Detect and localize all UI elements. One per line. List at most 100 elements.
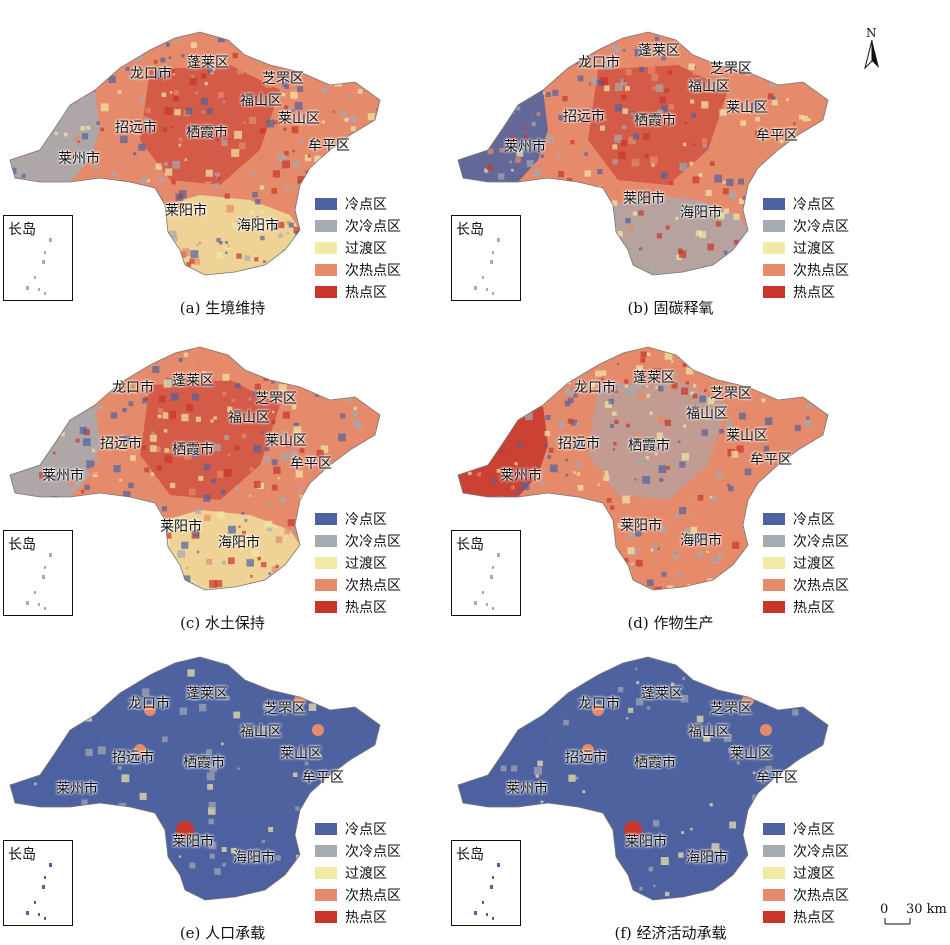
- map-cell: [22, 393, 27, 398]
- map-cell: [106, 519, 113, 525]
- map-cell: [344, 33, 352, 41]
- map-cell: [802, 115, 808, 122]
- map-cell: [328, 500, 335, 507]
- panel-caption: (a) 生境维持: [179, 299, 266, 317]
- map-cell: [107, 351, 112, 356]
- map-cell: [567, 397, 574, 404]
- map-cell: [280, 58, 285, 62]
- map-cell: [726, 178, 734, 187]
- map-cell: [751, 193, 755, 197]
- map-cell: [284, 528, 290, 535]
- map-cell: [764, 417, 773, 425]
- legend-label: 过渡区: [345, 866, 387, 882]
- map-cell: [655, 219, 661, 225]
- map-cell: [292, 405, 297, 410]
- map-cell: [667, 585, 674, 590]
- map-cell: [282, 92, 286, 97]
- map-cell: [757, 495, 760, 498]
- map-cell: [693, 143, 696, 146]
- map-cell: [295, 255, 303, 263]
- map-cell: [569, 539, 575, 545]
- map-cell: [280, 497, 286, 503]
- map-cell: [679, 250, 687, 258]
- map-cell: [178, 137, 183, 142]
- map-cell: [204, 82, 208, 86]
- map-cell: [254, 257, 259, 262]
- map-cell: [97, 405, 104, 412]
- map-cell: [813, 370, 820, 377]
- map-cell: [26, 369, 30, 374]
- map-cell: [151, 431, 155, 435]
- map-cell: [55, 358, 63, 366]
- map-cell: [51, 196, 55, 199]
- map-cell: [97, 194, 105, 202]
- map-cell: [197, 362, 205, 370]
- map-cell: [145, 107, 151, 113]
- map-cell: [143, 508, 149, 514]
- map-cell: [664, 352, 673, 360]
- city-label-laishan: 莱山区: [265, 433, 307, 449]
- island-shapes: [474, 863, 500, 920]
- map-cell: [662, 475, 666, 479]
- city-label-haiyang: 海阳市: [680, 205, 722, 221]
- map-cell: [64, 471, 67, 474]
- map-cell: [304, 50, 309, 55]
- map-cell: [79, 582, 85, 588]
- map-cell: [667, 258, 673, 264]
- map-cell: [29, 440, 37, 448]
- map-cell: [814, 71, 823, 79]
- map-cell: [613, 442, 617, 446]
- map-cell: [104, 158, 110, 164]
- map-cell: [127, 75, 132, 80]
- map-cell: [171, 393, 179, 401]
- map-cell: [172, 587, 179, 590]
- map-cell: [262, 509, 269, 515]
- map-cell: [147, 179, 150, 183]
- map-cell: [219, 241, 223, 245]
- map-cell: [124, 231, 129, 236]
- map-cell: [94, 205, 97, 209]
- map-cell: [682, 142, 687, 147]
- map-cell: [827, 142, 828, 149]
- map-cell: [74, 135, 81, 143]
- legend: 冷点区 次冷点区 过渡区 次热点区 热点区: [763, 818, 849, 928]
- map-cell: [87, 682, 93, 688]
- map-cell: [96, 274, 100, 275]
- map-cell: [692, 176, 700, 184]
- map-cell: [549, 570, 554, 575]
- map-cell: [129, 47, 134, 52]
- map-cell: [308, 248, 315, 255]
- map-cell: [204, 181, 212, 188]
- map-cell: [311, 473, 316, 477]
- map-cell: [779, 139, 784, 144]
- map-cell: [495, 195, 503, 203]
- map-cell: [654, 586, 662, 590]
- map-cell: [679, 461, 686, 468]
- map-cell: [208, 807, 216, 815]
- legend-item: 热点区: [763, 596, 849, 618]
- map-cell: [141, 688, 150, 696]
- map-cell: [761, 398, 766, 403]
- map-cell: [529, 347, 536, 355]
- map-cell: [238, 525, 241, 528]
- map-cell: [103, 423, 106, 426]
- map-cell: [138, 510, 141, 514]
- city-label-zhifu: 芝罘区: [262, 71, 304, 87]
- map-cell: [376, 80, 380, 86]
- map-cell: [125, 536, 131, 542]
- map-cell: [227, 43, 232, 48]
- map-cell: [54, 384, 57, 387]
- map-cell: [809, 48, 815, 53]
- map-cell: [80, 368, 83, 371]
- map-cell: [617, 392, 621, 395]
- legend-swatch: [315, 845, 337, 857]
- map-cell: [565, 388, 573, 396]
- map-cell: [485, 69, 491, 75]
- map-cell: [628, 707, 634, 713]
- map-cell: [192, 393, 199, 401]
- legend-label: 过渡区: [793, 866, 835, 882]
- map-cell: [489, 822, 495, 829]
- map-cell: [681, 387, 689, 395]
- legend-label: 冷点区: [345, 197, 387, 213]
- map-cell: [806, 403, 813, 410]
